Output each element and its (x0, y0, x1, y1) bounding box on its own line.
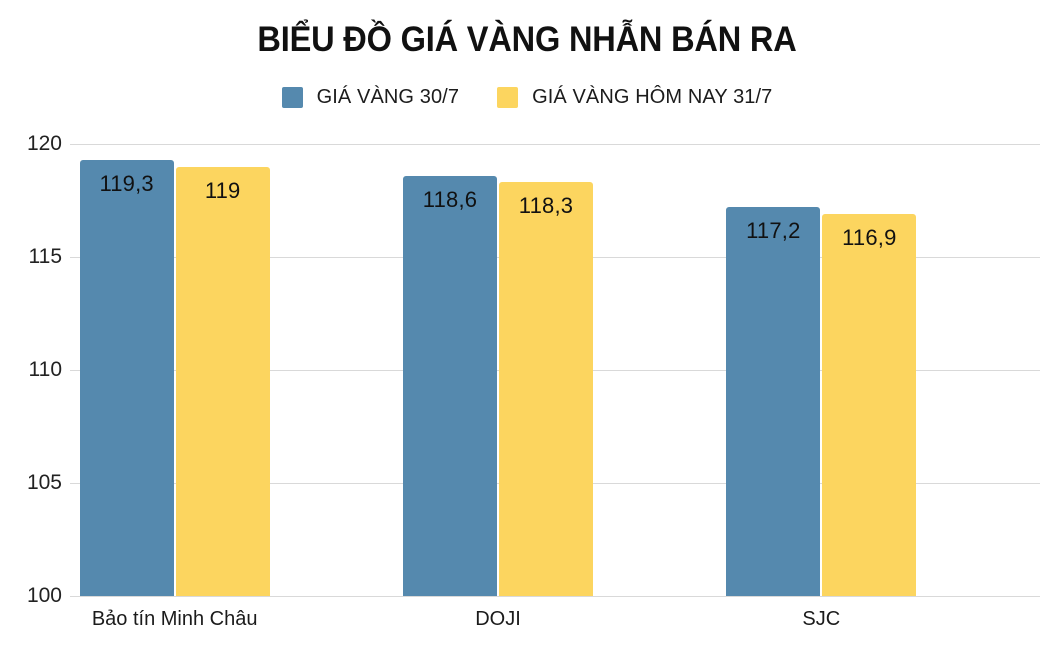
y-axis-tick-label: 105 (26, 471, 62, 494)
legend-item-series-b[interactable]: GIÁ VÀNG HÔM NAY 31/7 (497, 86, 772, 109)
bar-value-label: 117,2 (746, 218, 801, 244)
bar-series-b[interactable]: 118,3 (499, 182, 593, 596)
x-axis-category-label: SJC (802, 608, 841, 630)
bar-value-label: 118,6 (422, 186, 478, 212)
y-axis-tick-label: 110 (28, 358, 62, 381)
y-axis-tick-label: 100 (26, 584, 62, 607)
chart-title: BIỂU ĐỒ GIÁ VÀNG NHẪN BÁN RA (257, 20, 797, 59)
bar-series-a[interactable]: 118,6 (403, 175, 497, 596)
bar-value-label: 116,9 (842, 225, 897, 251)
y-axis-tick-label: 115 (28, 245, 62, 268)
bar-value-label: 119 (204, 177, 241, 203)
legend-swatch-icon-series-a (281, 87, 303, 108)
legend-label-series-a: GIÁ VÀNG 30/7 (316, 86, 460, 108)
bar-series-a[interactable]: 119,3 (79, 159, 174, 596)
y-axis-tick-label: 120 (26, 132, 62, 155)
gridline (70, 144, 1040, 145)
bar-value-label: 118,3 (518, 193, 574, 219)
x-axis-category-label: Bảo tín Minh Châu (91, 608, 258, 630)
x-axis-category-label: DOJI (475, 608, 521, 630)
bar-value-label: 119,3 (99, 170, 154, 196)
chart-legend: GIÁ VÀNG 30/7 GIÁ VÀNG HÔM NAY 31/7 (0, 86, 1054, 109)
plot-area: 100 105 110 115 120 119,3 119 118,6 118,3 117,2 11… (27, 132, 1040, 607)
gridline (70, 596, 1040, 597)
legend-swatch-icon-series-b (497, 87, 519, 108)
legend-label-series-b: GIÁ VÀNG HÔM NAY 31/7 (532, 86, 773, 108)
bar-series-b[interactable]: 116,9 (822, 214, 917, 596)
legend-item-series-a[interactable]: GIÁ VÀNG 30/7 (281, 86, 460, 109)
bar-series-b[interactable]: 119 (175, 166, 270, 596)
bar-series-a[interactable]: 117,2 (726, 207, 821, 596)
